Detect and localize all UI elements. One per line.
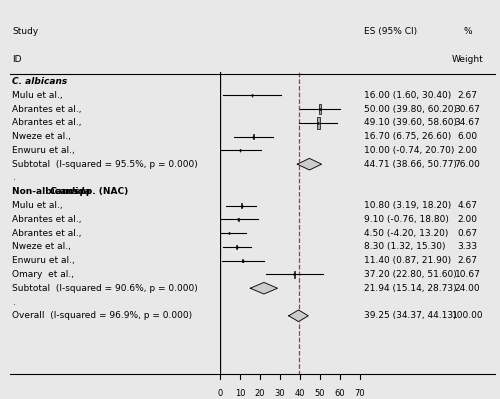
Polygon shape — [298, 158, 322, 170]
Text: 24.00: 24.00 — [454, 284, 480, 293]
Bar — [242, 259, 243, 262]
Text: Mulu et al.,: Mulu et al., — [12, 201, 63, 210]
Text: 70: 70 — [354, 389, 366, 398]
Text: Subtotal  (I-squared = 90.6%, p = 0.000): Subtotal (I-squared = 90.6%, p = 0.000) — [12, 284, 198, 293]
Text: Mulu et al.,: Mulu et al., — [12, 91, 63, 100]
Text: 49.10 (39.60, 58.60): 49.10 (39.60, 58.60) — [364, 119, 457, 127]
Text: 2.67: 2.67 — [458, 91, 477, 100]
Bar — [236, 245, 237, 249]
Text: 21.94 (15.14, 28.73): 21.94 (15.14, 28.73) — [364, 284, 456, 293]
Text: Nweze et al.,: Nweze et al., — [12, 132, 72, 141]
Text: 10.67: 10.67 — [454, 270, 480, 279]
Text: 4.67: 4.67 — [458, 201, 477, 210]
Text: 2.67: 2.67 — [458, 256, 477, 265]
Text: Abrantes et al.,: Abrantes et al., — [12, 229, 82, 237]
Text: 16.70 (6.75, 26.60): 16.70 (6.75, 26.60) — [364, 132, 451, 141]
Text: spp. (NAC): spp. (NAC) — [71, 187, 128, 196]
Text: Abrantes et al.,: Abrantes et al., — [12, 215, 82, 224]
Text: 50: 50 — [315, 389, 325, 398]
Text: .: . — [12, 174, 16, 182]
Text: Overall  (I-squared = 96.9%, p = 0.000): Overall (I-squared = 96.9%, p = 0.000) — [12, 311, 192, 320]
Text: 10.00 (-0.74, 20.70): 10.00 (-0.74, 20.70) — [364, 146, 454, 155]
Bar — [253, 134, 254, 139]
Text: 6.00: 6.00 — [458, 132, 477, 141]
Text: .: . — [12, 298, 16, 306]
Text: 37.20 (22.80, 51.60): 37.20 (22.80, 51.60) — [364, 270, 457, 279]
Text: Weight: Weight — [452, 55, 484, 64]
Text: ES (95% CI): ES (95% CI) — [364, 28, 417, 36]
Text: Abrantes et al.,: Abrantes et al., — [12, 105, 82, 114]
Text: Subtotal  (I-squared = 95.5%, p = 0.000): Subtotal (I-squared = 95.5%, p = 0.000) — [12, 160, 198, 169]
Text: 44.71 (38.66, 50.77): 44.71 (38.66, 50.77) — [364, 160, 457, 169]
Text: Nweze et al.,: Nweze et al., — [12, 242, 72, 251]
Text: Study: Study — [12, 28, 39, 36]
Text: 3.33: 3.33 — [458, 242, 477, 251]
Bar — [294, 271, 295, 278]
Text: Omary  et al.,: Omary et al., — [12, 270, 74, 279]
Text: ID: ID — [12, 55, 22, 64]
Text: Non-albicans: Non-albicans — [12, 187, 82, 196]
Text: 2.00: 2.00 — [458, 215, 477, 224]
Text: 39.25 (34.37, 44.13): 39.25 (34.37, 44.13) — [364, 311, 456, 320]
Text: Enwuru et al.,: Enwuru et al., — [12, 146, 75, 155]
Text: 10.80 (3.19, 18.20): 10.80 (3.19, 18.20) — [364, 201, 451, 210]
Text: 76.00: 76.00 — [454, 160, 480, 169]
Bar — [241, 203, 242, 207]
Polygon shape — [250, 282, 278, 294]
Text: 34.67: 34.67 — [454, 119, 480, 127]
Text: 60: 60 — [334, 389, 345, 398]
Text: 10: 10 — [235, 389, 245, 398]
Text: Enwuru et al.,: Enwuru et al., — [12, 256, 75, 265]
Text: C. albicans: C. albicans — [12, 77, 68, 86]
Text: 9.10 (-0.76, 18.80): 9.10 (-0.76, 18.80) — [364, 215, 449, 224]
Text: 50.00 (39.80, 60.20): 50.00 (39.80, 60.20) — [364, 105, 457, 114]
Text: 8.30 (1.32, 15.30): 8.30 (1.32, 15.30) — [364, 242, 446, 251]
Text: 11.40 (0.87, 21.90): 11.40 (0.87, 21.90) — [364, 256, 451, 265]
Text: 30.67: 30.67 — [454, 105, 480, 114]
Text: 20: 20 — [255, 389, 265, 398]
Bar — [228, 232, 230, 234]
Text: 2.00: 2.00 — [458, 146, 477, 155]
Text: Candida: Candida — [50, 187, 92, 196]
Polygon shape — [288, 310, 308, 322]
Text: 40: 40 — [295, 389, 305, 398]
Bar — [318, 104, 322, 115]
Text: 4.50 (-4.20, 13.20): 4.50 (-4.20, 13.20) — [364, 229, 448, 237]
Text: %: % — [463, 28, 472, 36]
Text: 30: 30 — [274, 389, 285, 398]
Text: 0.67: 0.67 — [458, 229, 477, 237]
Bar — [316, 117, 320, 128]
Text: 0: 0 — [218, 389, 222, 398]
Text: 16.00 (1.60, 30.40): 16.00 (1.60, 30.40) — [364, 91, 451, 100]
Text: 100.00: 100.00 — [452, 311, 484, 320]
Text: Abrantes et al.,: Abrantes et al., — [12, 119, 82, 127]
